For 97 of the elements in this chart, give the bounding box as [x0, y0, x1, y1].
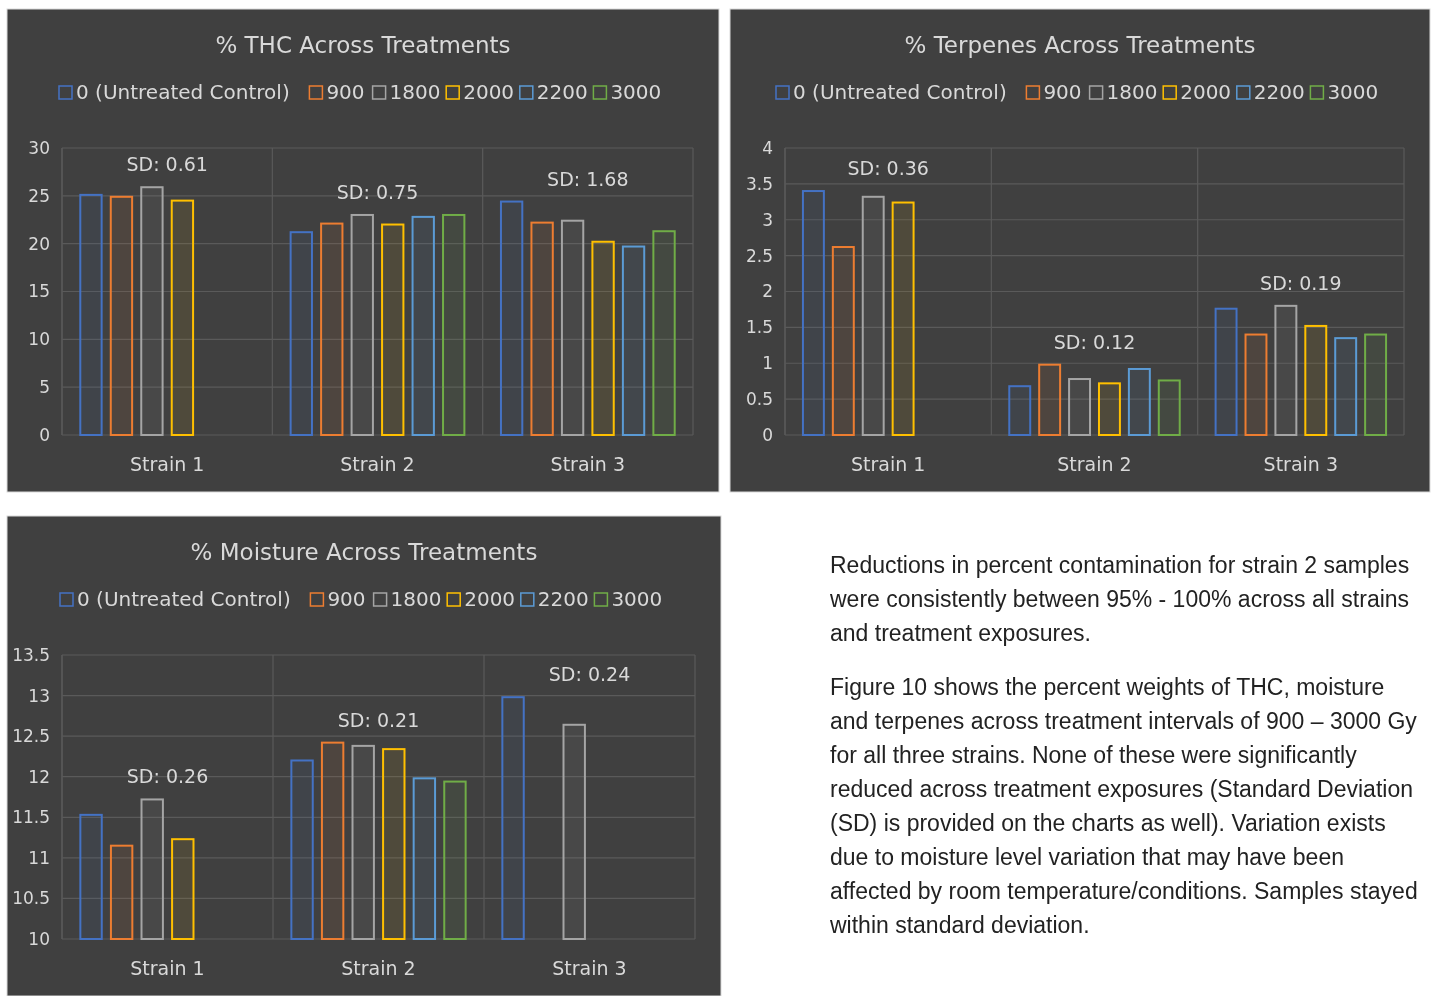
legend-label: 2000 — [464, 587, 516, 611]
bar — [170, 199, 195, 436]
bar — [861, 195, 885, 436]
bar — [1214, 307, 1238, 436]
legend-label: 1800 — [389, 80, 441, 104]
x-tick-label: Strain 1 — [130, 957, 205, 979]
x-tick-label: Strain 3 — [1263, 453, 1339, 475]
bar — [1127, 367, 1151, 436]
y-tick-label: 3.5 — [745, 173, 773, 194]
x-tick-label: Strain 2 — [1057, 453, 1132, 475]
y-tick-label: 3 — [762, 209, 773, 230]
caption: Figure 10 shows the percent weights of THC, moisture and terpenes across treatment intervals of 900 – 3000 Gy for all three strains. None of these were significantly reduced across treatment exposures (Standard Deviation (SD) is provided on the charts as well). Variation exists due to moisture level variation that may have been affected by room temperature/conditions. Samples stayed within standard deviation. — [830, 673, 1419, 940]
bar — [1244, 333, 1268, 436]
legend-label: 900 — [327, 587, 366, 611]
bar — [350, 213, 374, 436]
annotation: SD: 0.21 — [337, 708, 420, 731]
chart-title: % Terpenes Across Treatments — [904, 32, 1256, 58]
y-tick-label: 0 — [762, 424, 773, 445]
y-tick-label: 20 — [28, 233, 50, 254]
bar — [381, 223, 405, 436]
y-tick-label: 0 — [39, 424, 50, 445]
annotation: SD: 0.12 — [1053, 330, 1136, 353]
x-tick-label: Strain 1 — [129, 453, 205, 475]
annotation: SD: 0.19 — [1260, 271, 1342, 294]
x-tick-label: Strain 2 — [340, 453, 415, 475]
bar — [1097, 382, 1121, 436]
bar — [1157, 379, 1181, 436]
y-tick-label: 10 — [28, 329, 50, 350]
bar — [1304, 324, 1328, 436]
legend-label: 2200 — [537, 587, 589, 611]
bar — [320, 222, 344, 436]
x-tick-label: Strain 3 — [552, 957, 627, 979]
y-tick-label: 12 — [28, 766, 50, 787]
bar — [499, 200, 524, 436]
y-tick-label: 0.5 — [745, 389, 773, 410]
y-tick-label: 1 — [762, 353, 773, 374]
bar — [140, 186, 164, 436]
bar — [1364, 333, 1388, 436]
y-tick-label: 2 — [762, 281, 773, 302]
bar — [560, 219, 585, 436]
bar — [801, 190, 825, 436]
annotation: SD: 0.26 — [126, 765, 209, 788]
bar — [1068, 378, 1092, 436]
annotation: SD: 0.61 — [126, 153, 208, 176]
bar — [442, 213, 466, 436]
legend-label: 2000 — [463, 80, 515, 104]
bar — [411, 215, 435, 436]
y-tick-label: 11 — [28, 847, 50, 868]
bar — [109, 195, 134, 436]
bar — [621, 245, 646, 436]
bar — [1274, 304, 1298, 436]
y-tick-label: 2.5 — [745, 245, 773, 266]
legend-label: 3000 — [1327, 80, 1379, 104]
chart-title: % Moisture Across Treatments — [190, 539, 538, 565]
y-tick-label: 13 — [28, 685, 50, 706]
legend-label: 3000 — [610, 80, 662, 104]
y-tick-label: 1.5 — [745, 317, 773, 338]
bar — [79, 193, 103, 436]
annotation: SD: 0.36 — [847, 157, 929, 180]
y-tick-label: 10.5 — [12, 888, 50, 909]
bar — [1334, 337, 1358, 436]
legend-label: 2000 — [1180, 80, 1232, 104]
y-tick-label: 15 — [28, 281, 50, 302]
bar — [591, 240, 615, 436]
y-tick-label: 12.5 — [12, 726, 50, 747]
legend-label: 0 (Untreated Control) — [793, 80, 1007, 104]
legend-label: 1800 — [1106, 80, 1158, 104]
legend-label: 1800 — [390, 587, 442, 611]
bar — [1008, 385, 1032, 436]
annotation: SD: 1.68 — [547, 167, 629, 190]
bar — [652, 230, 676, 436]
legend-label: 3000 — [611, 587, 663, 611]
x-tick-label: Strain 3 — [550, 453, 626, 475]
x-tick-label: Strain 2 — [341, 957, 416, 979]
annotation: SD: 0.24 — [548, 663, 631, 686]
annotation: SD: 0.75 — [336, 180, 419, 203]
legend-label: 0 (Untreated Control) — [76, 80, 290, 104]
y-tick-label: 30 — [28, 137, 50, 158]
y-tick-label: 25 — [28, 185, 50, 206]
text: Reductions in percent contamination for strain 2 samples were consistently between 95% - 100% across all strains and treatment exposures. — [830, 551, 1411, 648]
x-tick-label: Strain 1 — [850, 453, 926, 475]
bar — [831, 246, 855, 436]
y-tick-label: 11.5 — [12, 807, 50, 828]
bar — [289, 231, 313, 436]
legend-label: 900 — [326, 80, 365, 104]
legend-label: 2200 — [536, 80, 588, 104]
chart-title: % THC Across Treatments — [215, 32, 511, 58]
legend-label: 0 (Untreated Control) — [77, 587, 291, 611]
bar — [891, 201, 915, 436]
legend-label: 900 — [1043, 80, 1082, 104]
y-tick-label: 4 — [762, 137, 773, 158]
legend-label: 2200 — [1253, 80, 1305, 104]
y-tick-label: 10 — [28, 928, 50, 949]
y-tick-label: 5 — [39, 377, 50, 398]
y-tick-label: 13.5 — [12, 644, 50, 665]
bar — [1038, 363, 1062, 436]
bar — [530, 221, 554, 436]
